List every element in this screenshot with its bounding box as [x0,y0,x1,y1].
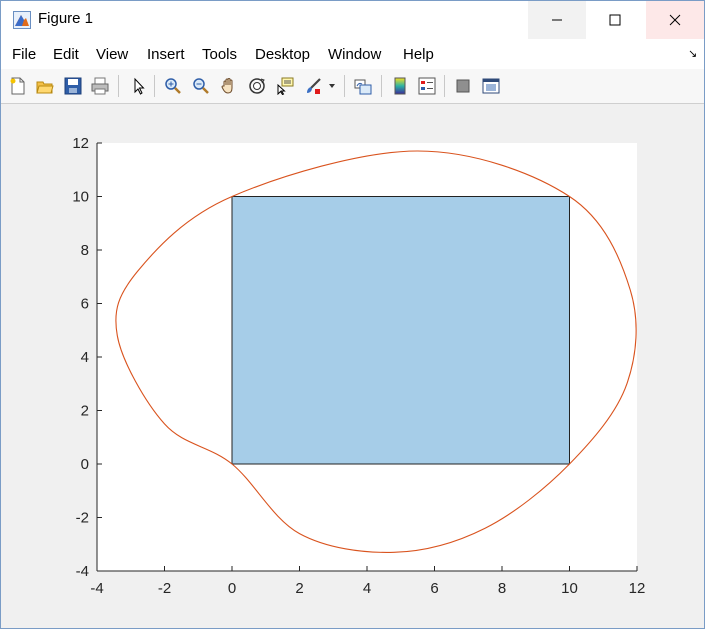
y-tick-label: 4 [81,349,89,366]
toolbar-separator [444,75,445,97]
y-tick-label: -2 [76,510,89,527]
zoom-in-button[interactable] [163,76,183,96]
zoom-in-icon [165,78,181,94]
menu-help[interactable]: Help [403,46,434,63]
y-tick-label: 8 [81,242,89,259]
hide-plot-tools-icon [456,79,470,93]
colorbar-icon [394,77,406,95]
menu-desktop[interactable]: Desktop [255,46,311,63]
toolbar-separator [344,75,345,97]
toolbar-separator [118,75,119,97]
menu-insert[interactable]: Insert [147,46,185,63]
x-tick-label: 4 [363,580,371,597]
hide-plot-tools-button[interactable] [453,76,473,96]
window-title: Figure 1 [38,10,94,27]
show-plot-tools-icon [482,78,500,94]
menu-file[interactable]: File [12,46,37,63]
rotate-3d-icon [249,78,265,94]
y-tick-label: 0 [81,456,89,473]
figure-canvas[interactable]: -4 -2 0 2 4 6 8 10 12 -4 -2 0 2 4 6 8 10 12 [1,104,704,628]
menu-window[interactable]: Window [328,46,382,63]
x-tick-label: -4 [90,580,103,597]
save-button[interactable] [63,76,83,96]
menu-view[interactable]: View [96,46,129,63]
show-plot-tools-button[interactable] [481,76,501,96]
y-tick-label: 6 [81,296,89,313]
new-figure-button[interactable] [8,76,28,96]
rotate-3d-button[interactable] [247,76,267,96]
matlab-figure-icon [13,11,31,29]
closed-curve[interactable] [115,150,637,553]
print-icon [91,77,109,95]
filled-rectangle[interactable] [231,196,570,465]
legend-icon [418,77,436,95]
close-button[interactable] [646,1,704,39]
y-tick-label: 10 [72,189,89,206]
brush-dropdown-icon [329,84,335,88]
brush-icon [307,78,321,94]
menu-tools[interactable]: Tools [202,46,238,63]
x-tick-label: 12 [629,580,646,597]
brush-button[interactable] [303,76,323,96]
plot[interactable]: -4 -2 0 2 4 6 8 10 12 -4 -2 0 2 4 6 8 10 12 [1,104,704,628]
x-tick-label: 6 [430,580,438,597]
link-plot-icon [354,79,372,95]
figure-toolbar [1,69,704,104]
maximize-button[interactable] [586,1,644,39]
close-icon [669,14,681,26]
save-icon [64,77,82,95]
x-tick-label: 2 [295,580,303,597]
maximize-icon [609,14,621,26]
x-tick-label: 8 [498,580,506,597]
dock-arrow-icon[interactable]: ↘ [688,48,698,60]
y-tick-label: 2 [81,403,89,420]
x-tick-label: -2 [158,580,171,597]
toolbar-separator [154,75,155,97]
menu-bar: File Edit View Insert Tools Desktop Wind… [1,39,704,69]
toolbar-separator [381,75,382,97]
colorbar-button[interactable] [390,76,410,96]
select-arrow-icon [134,77,145,95]
print-button[interactable] [90,76,110,96]
brush-dropdown-button[interactable] [326,76,338,96]
link-plot-button[interactable] [353,76,373,96]
data-cursor-button[interactable] [275,76,295,96]
new-figure-icon [10,77,25,95]
pan-button[interactable] [219,76,239,96]
data-cursor-icon [277,77,294,95]
open-file-button[interactable] [35,76,55,96]
open-file-icon [36,81,54,94]
y-tick-label: 12 [72,135,89,152]
menu-edit[interactable]: Edit [53,46,79,63]
zoom-out-button[interactable] [191,76,211,96]
zoom-out-icon [193,78,209,94]
minimize-icon [552,19,562,21]
x-tick-label: 10 [561,580,578,597]
pan-hand-icon [221,77,233,94]
title-bar[interactable]: Figure 1 [1,1,704,39]
y-tick-label: -4 [76,563,89,580]
legend-button[interactable] [417,76,437,96]
x-tick-label: 0 [228,580,236,597]
minimize-button[interactable] [528,1,586,39]
select-button[interactable] [129,76,149,96]
